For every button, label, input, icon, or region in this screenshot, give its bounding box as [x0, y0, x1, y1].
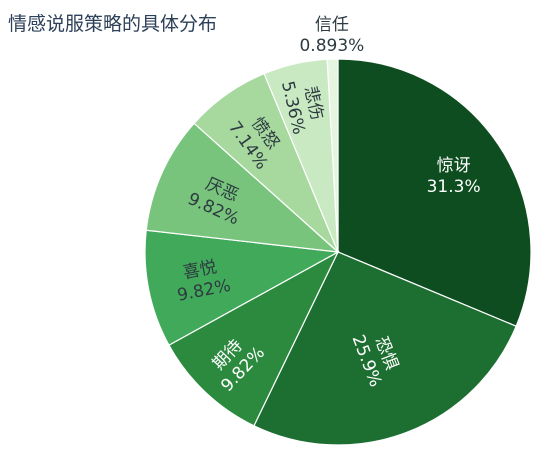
- slice-name-label: 惊讶: [437, 156, 471, 176]
- pie-slice-期待: [168, 250, 340, 427]
- pie-slice-信任: [326, 58, 339, 253]
- pie-slice-惊讶: [337, 58, 532, 328]
- slice-value-label: 31.3%: [427, 177, 481, 197]
- slice-value-label: 0.893%: [299, 36, 364, 56]
- slice-name-label: 信任: [315, 15, 349, 35]
- pie-slice-喜悦: [144, 229, 340, 346]
- pie-slice-厌恶: [145, 122, 340, 253]
- pie-slices: [144, 58, 532, 446]
- pie-label-喜悦: 喜悦9.82%: [176, 257, 233, 306]
- chart-title: 情感说服策略的具体分布: [8, 13, 218, 35]
- pie-slice-恐惧: [253, 251, 517, 446]
- pie-label-信任: 信任0.893%: [299, 15, 364, 56]
